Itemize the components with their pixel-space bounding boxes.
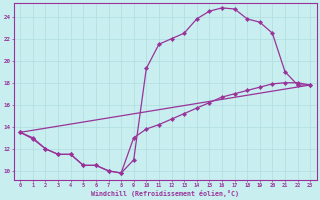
X-axis label: Windchill (Refroidissement éolien,°C): Windchill (Refroidissement éolien,°C) [91, 190, 239, 197]
